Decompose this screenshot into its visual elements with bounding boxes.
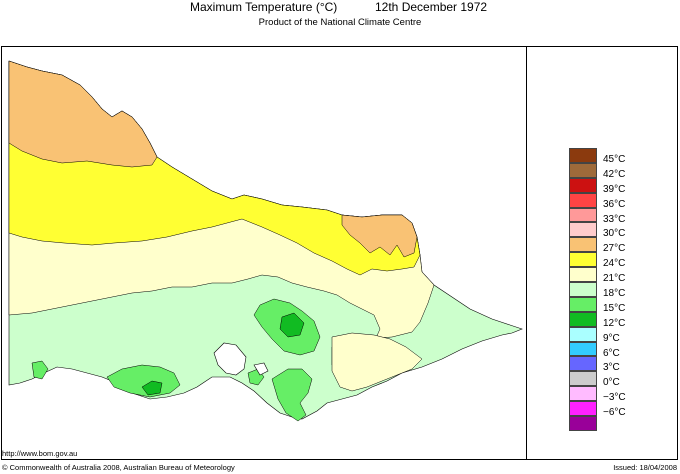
- legend-label: 0°C: [603, 377, 620, 389]
- legend-label: 33°C: [603, 213, 626, 225]
- copyright-notice: © Commonwealth of Australia 2008, Austra…: [2, 463, 235, 472]
- legend-item: 42°C: [569, 162, 649, 180]
- zone-12-15-central: [279, 312, 305, 338]
- legend-label: 3°C: [603, 362, 620, 374]
- legend-label: 6°C: [603, 347, 620, 359]
- legend-swatch: [569, 237, 597, 253]
- legend-item: 3°C: [569, 356, 649, 374]
- zone-15-18-west: [31, 360, 49, 380]
- legend-item: 33°C: [569, 207, 649, 225]
- legend-item: 6°C: [569, 341, 649, 359]
- legend-swatch: [569, 192, 597, 208]
- legend-item: 39°C: [569, 177, 649, 195]
- map-title: Maximum Temperature (°C): [190, 0, 338, 14]
- title-row: Maximum Temperature (°C) 12th December 1…: [0, 0, 680, 16]
- legend-item: 27°C: [569, 237, 649, 255]
- legend-label: 45°C: [603, 154, 626, 165]
- port-phillip-bay: [213, 342, 247, 376]
- legend-swatch: [569, 267, 597, 283]
- legend-divider: [526, 46, 527, 460]
- legend-swatch: [569, 282, 597, 297]
- legend-swatch: [569, 222, 597, 238]
- legend-swatch: [569, 386, 597, 402]
- legend-label: 36°C: [603, 198, 626, 210]
- issued-date: Issued: 18/04/2008: [613, 463, 677, 472]
- legend-item: 9°C: [569, 326, 649, 344]
- legend-swatch: [569, 341, 597, 357]
- legend-item: 0°C: [569, 371, 649, 389]
- legend-swatch: [569, 162, 597, 178]
- legend-swatch: [569, 252, 597, 268]
- legend-item: −6°C: [569, 401, 649, 419]
- legend-swatch: [569, 311, 597, 327]
- zone-27-30-northwest: [8, 60, 158, 168]
- legend-item: −3°C: [569, 386, 649, 404]
- legend-swatch: [569, 401, 597, 417]
- map-date: 12th December 1972: [375, 0, 488, 14]
- legend-item: 30°C: [569, 222, 649, 240]
- zone-15-18-gippsland: [271, 368, 313, 422]
- legend-label: −6°C: [603, 407, 626, 419]
- legend-item: 36°C: [569, 192, 649, 210]
- legend-item: 15°C: [569, 296, 649, 314]
- legend-swatch: [569, 416, 597, 431]
- legend-label: 24°C: [603, 258, 626, 270]
- bom-url: http://www.bom.gov.au: [2, 449, 78, 458]
- legend-label: 9°C: [603, 332, 620, 344]
- temperature-legend: 45°C 42°C 39°C 36°C 33°C 30°C 27°C 24°C 21°C 18°C…: [569, 148, 649, 431]
- legend-swatch: [569, 148, 597, 163]
- legend-label: 42°C: [603, 168, 626, 180]
- legend-label: 39°C: [603, 183, 626, 195]
- legend-label: 18°C: [603, 288, 626, 300]
- legend-swatch: [569, 177, 597, 193]
- legend-swatch: [569, 326, 597, 342]
- legend-label: 30°C: [603, 228, 626, 240]
- map-subtitle: Product of the National Climate Centre: [258, 17, 422, 28]
- legend-swatch: [569, 356, 597, 372]
- western-port: [253, 362, 269, 376]
- legend-item: [569, 416, 649, 431]
- victoria-map: [8, 60, 523, 422]
- map-frame: [1, 46, 678, 460]
- legend-item: 18°C: [569, 282, 649, 300]
- legend-swatch: [569, 371, 597, 387]
- legend-swatch: [569, 296, 597, 312]
- legend-swatch: [569, 207, 597, 223]
- legend-item: 21°C: [569, 267, 649, 285]
- zone-12-15-otways: [141, 380, 163, 396]
- legend-item: 45°C: [569, 148, 649, 165]
- legend-label: 12°C: [603, 317, 626, 329]
- legend-label: 15°C: [603, 302, 626, 314]
- zone-21-24-east: [331, 332, 423, 392]
- legend-item: 24°C: [569, 252, 649, 270]
- zone-27-30-northeast: [341, 214, 418, 258]
- legend-item: 12°C: [569, 311, 649, 329]
- legend-label: 27°C: [603, 243, 626, 255]
- legend-label: −3°C: [603, 392, 626, 404]
- zone-15-18-otways: [106, 364, 181, 398]
- legend-label: 21°C: [603, 273, 626, 285]
